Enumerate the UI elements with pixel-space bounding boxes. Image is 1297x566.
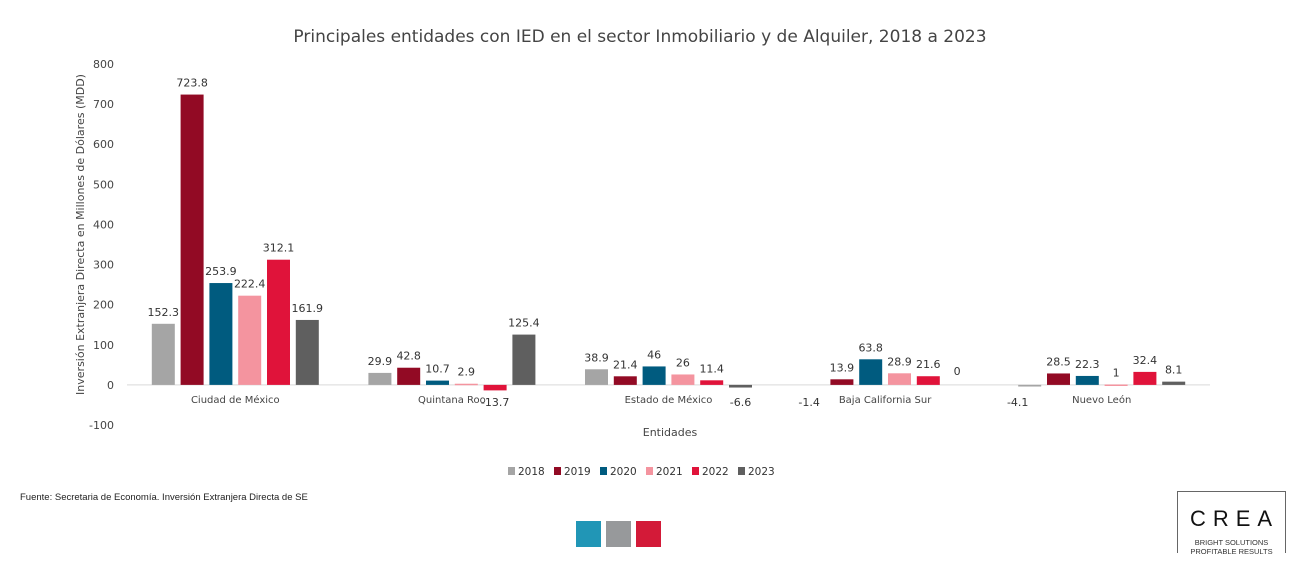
- data-label: 723.8: [176, 77, 208, 90]
- data-label: 222.4: [234, 278, 266, 291]
- data-label: 21.6: [916, 358, 941, 371]
- bar-2022: [1133, 371, 1157, 385]
- data-label: 38.9: [584, 351, 609, 364]
- brand-square-gray: [606, 521, 631, 547]
- bar-2020: [426, 380, 449, 385]
- brand-square-blue: [576, 521, 601, 547]
- legend-swatch-2023: [738, 467, 745, 475]
- data-label: 63.8: [858, 341, 883, 354]
- bar-2018: [151, 323, 175, 385]
- legend-label: 2019: [564, 466, 591, 478]
- logo-tagline-2: PROFITABLE RESULTS: [1178, 547, 1285, 556]
- bar-2022: [700, 380, 724, 385]
- x-tick-label: Nuevo León: [1072, 394, 1131, 406]
- bar-2021: [888, 373, 911, 385]
- bar-2022: [483, 384, 507, 391]
- legend-swatch-2019: [554, 467, 561, 475]
- data-label: 152.3: [148, 306, 180, 319]
- logo-tagline-1: BRIGHT SOLUTIONS: [1178, 538, 1285, 547]
- legend-swatch-2021: [646, 467, 653, 475]
- data-label: 11.4: [699, 362, 724, 375]
- logo-text: CREA: [1189, 506, 1280, 531]
- y-tick-label: 800: [93, 58, 114, 71]
- data-label: -6.6: [730, 396, 751, 409]
- bar-2020: [1075, 375, 1099, 385]
- legend-swatch-2022: [692, 467, 699, 475]
- y-tick-label: 600: [93, 138, 114, 151]
- bar-2023: [729, 384, 752, 388]
- y-tick-label: -100: [89, 419, 114, 432]
- data-label: 26: [676, 356, 690, 369]
- data-label: 28.5: [1046, 355, 1071, 368]
- chart-title: Principales entidades con IED en el sect…: [293, 27, 986, 47]
- bar-2018: [368, 372, 392, 385]
- data-label: -4.1: [1007, 396, 1028, 409]
- y-tick-label: 300: [93, 259, 114, 272]
- bar-2018: [1018, 384, 1042, 387]
- legend-swatch-2018: [508, 467, 515, 475]
- data-label: 28.9: [887, 355, 912, 368]
- bar-2019: [397, 367, 421, 385]
- data-label: 42.8: [396, 350, 421, 363]
- bar-2020: [859, 359, 883, 385]
- x-axis-title: Entidades: [643, 426, 698, 439]
- legend-label: 2018: [518, 466, 545, 478]
- data-label: -13.7: [481, 396, 509, 409]
- legend-label: 2020: [610, 466, 637, 478]
- x-tick-label: Baja California Sur: [839, 395, 932, 406]
- bar-2023: [1162, 381, 1186, 385]
- y-axis-title: Inversión Extranjera Directa en Millones…: [74, 74, 87, 395]
- legend-label: 2023: [748, 466, 775, 478]
- x-tick-label: Estado de México: [625, 394, 713, 406]
- bar-2019: [180, 94, 204, 385]
- data-label: 21.4: [613, 358, 638, 371]
- bar-2020: [642, 366, 666, 385]
- bar-2020: [209, 283, 233, 385]
- data-label: 10.7: [425, 363, 450, 376]
- data-label: 312.1: [263, 242, 295, 255]
- y-tick-label: 700: [93, 98, 114, 111]
- data-label: 1: [1113, 366, 1120, 379]
- y-tick-label: 500: [93, 178, 114, 191]
- data-label: 13.9: [830, 361, 855, 374]
- data-label: 8.1: [1165, 364, 1183, 377]
- x-tick-label: Quintana Roo: [418, 395, 486, 406]
- y-tick-label: 200: [93, 299, 114, 312]
- data-label: 46: [647, 348, 661, 361]
- data-label: 253.9: [205, 265, 237, 278]
- legend-label: 2021: [656, 466, 683, 478]
- data-label: -1.4: [798, 396, 819, 409]
- bar-2023: [295, 319, 319, 385]
- legend-swatch-2020: [600, 467, 607, 475]
- bar-2021: [238, 295, 262, 385]
- data-label: 161.9: [292, 302, 324, 315]
- data-label: 29.9: [368, 355, 393, 368]
- source-note: Fuente: Secretaria de Economía. Inversió…: [20, 492, 308, 503]
- data-label: 32.4: [1133, 354, 1158, 367]
- crea-logo: CREA BRIGHT SOLUTIONS PROFITABLE RESULTS: [1177, 491, 1286, 556]
- data-label: 0: [954, 365, 961, 378]
- data-label: 2.9: [458, 366, 476, 379]
- data-label: 125.4: [508, 317, 540, 330]
- data-label: 22.3: [1075, 358, 1100, 371]
- bar-2021: [1104, 384, 1128, 386]
- bar-chart: Principales entidades con IED en el sect…: [74, 27, 1210, 478]
- bar-2022: [916, 376, 940, 385]
- bar-2019: [830, 379, 854, 385]
- legend-label: 2022: [702, 466, 729, 478]
- bar-2023: [512, 334, 536, 385]
- bar-2019: [1047, 373, 1070, 385]
- y-tick-label: 400: [93, 218, 114, 231]
- bar-2018: [585, 369, 608, 385]
- bar-2021: [671, 374, 695, 385]
- bar-2021: [454, 383, 478, 386]
- x-tick-label: Ciudad de México: [191, 394, 280, 406]
- y-tick-label: 0: [107, 379, 114, 392]
- brand-square-red: [636, 521, 661, 547]
- bar-2019: [613, 376, 637, 385]
- y-tick-label: 100: [93, 339, 114, 352]
- bar-2022: [267, 259, 290, 385]
